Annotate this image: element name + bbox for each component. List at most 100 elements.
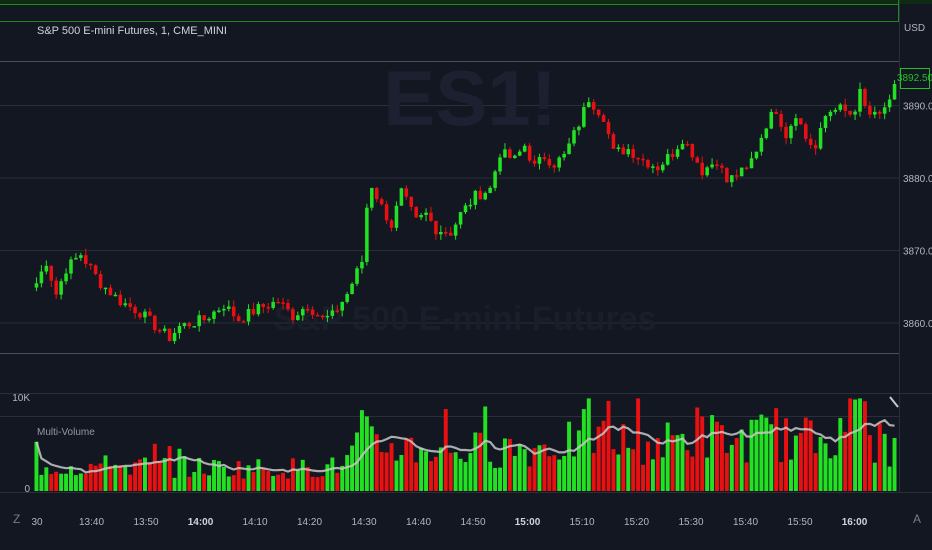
volume-bar xyxy=(212,459,216,491)
candle-body xyxy=(739,167,744,177)
candle-body xyxy=(828,111,833,117)
time-tick-label: 16:00 xyxy=(842,517,868,528)
auto-scale-button[interactable]: A xyxy=(913,512,922,526)
volume-bar xyxy=(64,473,69,491)
candle-body xyxy=(202,315,206,321)
candle-body xyxy=(118,294,123,306)
candle-body xyxy=(665,154,670,165)
candle-body xyxy=(197,315,201,327)
candle-body xyxy=(542,157,547,159)
svg-text:ES1!: ES1! xyxy=(383,54,556,142)
volume-bar xyxy=(453,452,458,491)
volume-bar xyxy=(626,447,631,491)
candle-body xyxy=(217,310,221,312)
candle-body xyxy=(182,323,187,327)
candle-body xyxy=(700,162,704,176)
volume-bar xyxy=(88,463,93,491)
time-tick-label: 14:40 xyxy=(406,517,431,528)
grid-lines xyxy=(0,0,932,493)
volume-indicator-title[interactable]: Multi-Volume xyxy=(37,427,95,438)
time-tick-label: 15:40 xyxy=(733,517,758,528)
volume-bar xyxy=(675,435,680,491)
candle-body xyxy=(868,105,872,115)
volume-bar xyxy=(744,462,749,491)
candle-body xyxy=(853,111,857,115)
volume-bar xyxy=(133,462,138,491)
volume-bar xyxy=(818,437,823,491)
symbol-title[interactable]: S&P 500 E-mini Futures, 1, CME_MINI xyxy=(37,25,227,37)
volume-bar xyxy=(78,473,83,491)
volume-bar xyxy=(350,445,355,491)
volume-bar xyxy=(103,455,108,491)
candle-body xyxy=(296,315,300,320)
volume-bar xyxy=(473,432,478,491)
volume-bar xyxy=(858,398,862,491)
candle-body xyxy=(138,313,142,318)
volume-bar xyxy=(887,466,892,491)
volume-bar xyxy=(172,477,177,491)
volume-series xyxy=(34,396,899,491)
volume-moving-average xyxy=(35,418,895,474)
candle-body xyxy=(93,265,98,275)
candle-body xyxy=(877,111,882,114)
volume-bar xyxy=(493,467,498,491)
volume-bar xyxy=(345,455,350,491)
candle-body xyxy=(394,205,399,228)
volume-bar xyxy=(320,476,325,491)
candle-body xyxy=(153,315,157,331)
candle-body xyxy=(227,306,231,309)
volume-bar xyxy=(305,466,310,491)
volume-bar xyxy=(39,474,44,491)
volume-bar xyxy=(749,419,754,491)
volume-bar xyxy=(246,465,251,491)
candle-body xyxy=(286,303,290,310)
time-tick-label: 15:30 xyxy=(678,517,703,528)
volume-bar xyxy=(596,426,601,491)
volume-bar xyxy=(251,471,256,491)
candle-body xyxy=(414,206,418,218)
candle-body xyxy=(508,149,512,158)
candle-body xyxy=(478,190,483,200)
volume-bar xyxy=(152,443,157,491)
candle-body xyxy=(537,157,542,164)
volume-bar xyxy=(157,461,162,491)
symbol-watermark: ES1! S&P 500 E-mini Futures xyxy=(274,54,657,338)
candle-body xyxy=(532,160,537,164)
candle-body xyxy=(79,255,83,258)
candle-body xyxy=(670,154,675,157)
volume-bar xyxy=(236,461,241,491)
volume-bar xyxy=(226,476,231,491)
candle-body xyxy=(680,143,685,150)
volume-bar xyxy=(645,441,650,491)
price-tick-label: 3880.00 xyxy=(903,174,932,185)
candle-body xyxy=(611,134,616,149)
volume-bar xyxy=(764,417,769,491)
volume-bar xyxy=(665,422,670,491)
volume-bar xyxy=(715,421,719,491)
candle-body xyxy=(562,153,566,158)
timezone-button[interactable]: Z xyxy=(13,512,21,526)
volume-bar xyxy=(443,409,448,491)
candle-body xyxy=(468,204,473,207)
volume-bar xyxy=(882,433,887,491)
time-tick-label: 15:20 xyxy=(624,517,649,528)
candle-body xyxy=(685,143,690,146)
candle-body xyxy=(858,88,862,112)
volume-bar xyxy=(83,473,88,491)
candle-body xyxy=(167,328,172,342)
volume-bar xyxy=(562,455,567,491)
volume-bar xyxy=(108,465,113,491)
volume-bar xyxy=(310,476,315,491)
volume-bar xyxy=(710,415,715,491)
volume-bar xyxy=(774,408,779,491)
candle-body xyxy=(636,157,640,160)
candle-body xyxy=(749,158,754,169)
candle-body xyxy=(54,280,58,295)
candle-body xyxy=(621,147,626,155)
candle-body xyxy=(730,175,734,183)
volume-bar xyxy=(187,476,192,491)
volume-bar xyxy=(59,473,64,491)
volume-bar xyxy=(404,438,409,491)
volume-bar xyxy=(803,417,808,491)
candle-body xyxy=(448,232,453,236)
